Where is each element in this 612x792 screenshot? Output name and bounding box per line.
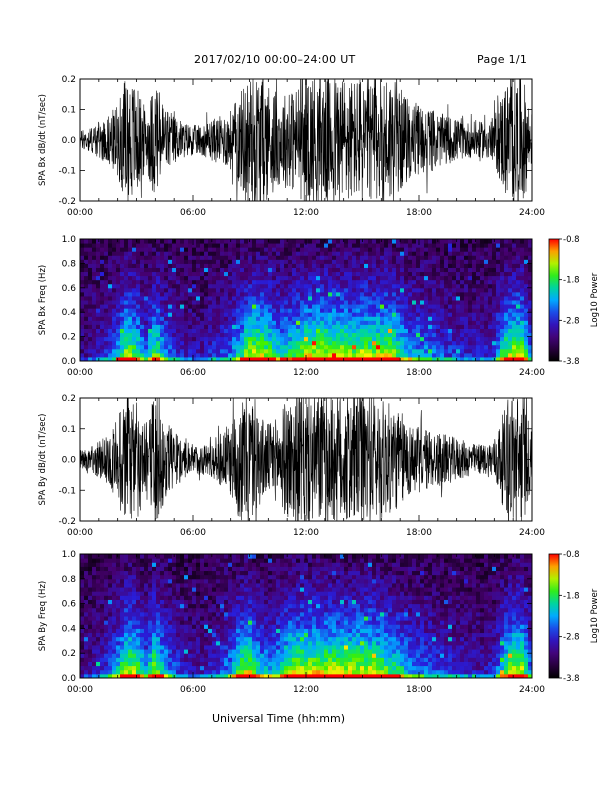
colorbar-tick-label: -1.8 — [563, 591, 580, 601]
timeseries-bx — [80, 79, 532, 201]
colorbar — [548, 238, 560, 362]
y-tick-label: 1.0 — [62, 550, 77, 560]
x-tick-label: 00:00 — [67, 685, 93, 695]
colorbar-tick-label: -3.8 — [563, 357, 580, 367]
x-tick-label: 06:00 — [180, 208, 206, 218]
y-tick-label: -0.2 — [58, 517, 76, 527]
colorbar-tick-label: -2.8 — [563, 316, 580, 326]
y-tick-label: 0.2 — [62, 333, 76, 343]
x-tick-label: 24:00 — [519, 208, 545, 218]
timeseries-by — [80, 398, 532, 521]
spectrogram-bx — [80, 239, 533, 362]
x-tick-label: 00:00 — [67, 368, 93, 378]
y-tick-label: -0.2 — [58, 197, 76, 207]
y-tick-label: 0.0 — [62, 136, 77, 146]
y-tick-label: 0.1 — [62, 425, 76, 435]
x-tick-label: 00:00 — [67, 528, 93, 538]
x-tick-label: 24:00 — [519, 685, 545, 695]
y-tick-label: 0.0 — [62, 674, 77, 684]
signal-trace — [80, 79, 532, 201]
y-axis-title: SPA Bx dB/dt (nT/sec) — [38, 94, 48, 186]
y-axis-title: SPA Bx Freq (Hz) — [38, 265, 48, 335]
colorbar — [548, 553, 560, 679]
y-tick-label: 0.8 — [62, 575, 77, 585]
colorbar-tick-label: -0.8 — [563, 550, 580, 560]
y-tick-label: 0.2 — [62, 394, 76, 404]
x-axis-title: Universal Time (hh:mm) — [212, 712, 345, 725]
y-tick-label: 0.2 — [62, 75, 76, 85]
colorbar-tick-label: -3.8 — [563, 674, 580, 684]
x-tick-label: 06:00 — [180, 368, 206, 378]
x-tick-label: 12:00 — [293, 208, 319, 218]
y-tick-label: 0.0 — [62, 357, 77, 367]
signal-trace — [80, 398, 532, 521]
x-tick-label: 12:00 — [293, 685, 319, 695]
x-tick-label: 18:00 — [406, 368, 432, 378]
y-tick-label: 0.4 — [62, 624, 77, 634]
y-tick-label: 0.4 — [62, 308, 77, 318]
page-number: Page 1/1 — [477, 53, 528, 66]
x-tick-label: 12:00 — [293, 528, 319, 538]
x-tick-label: 06:00 — [180, 528, 206, 538]
colorbar-title: Log10 Power — [590, 272, 600, 327]
y-tick-label: 0.6 — [62, 284, 77, 294]
x-tick-label: 12:00 — [293, 368, 319, 378]
y-tick-label: 0.6 — [62, 600, 77, 610]
y-axis-title: SPA By Freq (Hz) — [38, 581, 48, 651]
x-tick-label: 24:00 — [519, 368, 545, 378]
spectrogram-by — [80, 554, 533, 679]
page-title: 2017/02/10 00:00–24:00 UT — [194, 53, 356, 66]
colorbar-tick-label: -2.8 — [563, 633, 580, 643]
y-tick-label: 1.0 — [62, 235, 77, 245]
x-tick-label: 18:00 — [406, 208, 432, 218]
y-tick-label: 0.1 — [62, 106, 76, 116]
x-tick-label: 18:00 — [406, 528, 432, 538]
x-tick-label: 00:00 — [67, 208, 93, 218]
y-tick-label: 0.0 — [62, 456, 77, 466]
x-tick-label: 06:00 — [180, 685, 206, 695]
x-tick-label: 24:00 — [519, 528, 545, 538]
y-tick-label: 0.8 — [62, 259, 77, 269]
colorbar-title: Log10 Power — [590, 588, 600, 643]
y-axis-title: SPA By dB/dt (nT/sec) — [38, 414, 48, 506]
y-tick-label: -0.1 — [58, 486, 76, 496]
colorbar-tick-label: -1.8 — [563, 276, 580, 286]
y-tick-label: -0.1 — [58, 167, 76, 177]
colorbar-tick-label: -0.8 — [563, 235, 580, 245]
y-tick-label: 0.2 — [62, 649, 76, 659]
x-tick-label: 18:00 — [406, 685, 432, 695]
